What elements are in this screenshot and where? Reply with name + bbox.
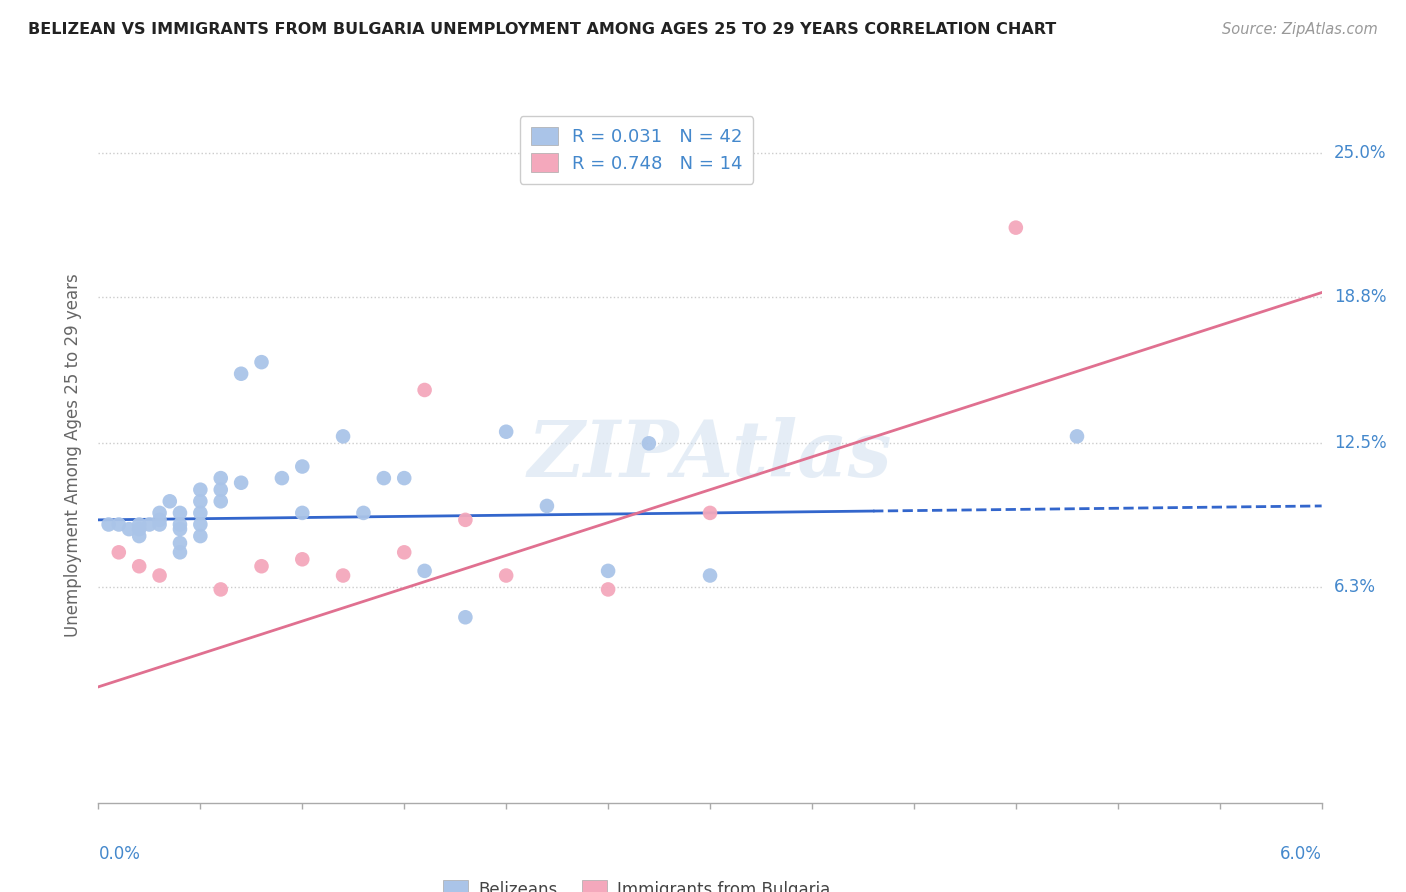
Point	[250, 355, 273, 369]
Point	[159, 494, 181, 508]
Point	[188, 494, 212, 508]
Text: 18.8%: 18.8%	[1334, 288, 1386, 306]
Point	[332, 568, 354, 582]
Point	[149, 513, 172, 527]
Point	[291, 552, 314, 566]
Point	[332, 429, 354, 443]
Point	[699, 568, 721, 582]
Point	[291, 459, 314, 474]
Point	[413, 383, 436, 397]
Point	[118, 522, 141, 536]
Point	[169, 522, 191, 536]
Point	[108, 517, 131, 532]
Legend: Belizeans, Immigrants from Bulgaria: Belizeans, Immigrants from Bulgaria	[436, 874, 837, 892]
Text: 6.3%: 6.3%	[1334, 578, 1376, 596]
Point	[188, 517, 212, 532]
Text: Source: ZipAtlas.com: Source: ZipAtlas.com	[1222, 22, 1378, 37]
Point	[108, 545, 131, 559]
Point	[392, 545, 416, 559]
Point	[169, 536, 191, 550]
Text: 6.0%: 6.0%	[1279, 845, 1322, 863]
Point	[231, 475, 253, 490]
Point	[188, 529, 212, 543]
Point	[495, 568, 517, 582]
Point	[413, 564, 436, 578]
Text: 12.5%: 12.5%	[1334, 434, 1386, 452]
Point	[209, 471, 232, 485]
Point	[373, 471, 395, 485]
Point	[637, 436, 661, 450]
Point	[128, 517, 150, 532]
Point	[1004, 220, 1026, 235]
Point	[169, 506, 191, 520]
Text: 25.0%: 25.0%	[1334, 145, 1386, 162]
Point	[598, 582, 620, 597]
Point	[188, 483, 212, 497]
Y-axis label: Unemployment Among Ages 25 to 29 years: Unemployment Among Ages 25 to 29 years	[65, 273, 83, 637]
Point	[598, 564, 620, 578]
Text: BELIZEAN VS IMMIGRANTS FROM BULGARIA UNEMPLOYMENT AMONG AGES 25 TO 29 YEARS CORR: BELIZEAN VS IMMIGRANTS FROM BULGARIA UNE…	[28, 22, 1056, 37]
Point	[495, 425, 517, 439]
Point	[128, 559, 150, 574]
Point	[209, 494, 232, 508]
Point	[392, 471, 416, 485]
Text: 0.0%: 0.0%	[98, 845, 141, 863]
Point	[188, 506, 212, 520]
Point	[1066, 429, 1088, 443]
Point	[138, 517, 160, 532]
Point	[128, 522, 150, 536]
Point	[169, 545, 191, 559]
Point	[169, 517, 191, 532]
Point	[352, 506, 374, 520]
Point	[231, 367, 253, 381]
Point	[209, 483, 232, 497]
Point	[270, 471, 292, 485]
Point	[454, 610, 477, 624]
Point	[128, 529, 150, 543]
Point	[250, 559, 273, 574]
Point	[149, 568, 172, 582]
Point	[97, 517, 120, 532]
Point	[291, 506, 314, 520]
Point	[149, 506, 172, 520]
Point	[149, 517, 172, 532]
Text: ZIPAtlas: ZIPAtlas	[527, 417, 893, 493]
Point	[536, 499, 558, 513]
Point	[699, 506, 721, 520]
Point	[209, 582, 232, 597]
Point	[454, 513, 477, 527]
